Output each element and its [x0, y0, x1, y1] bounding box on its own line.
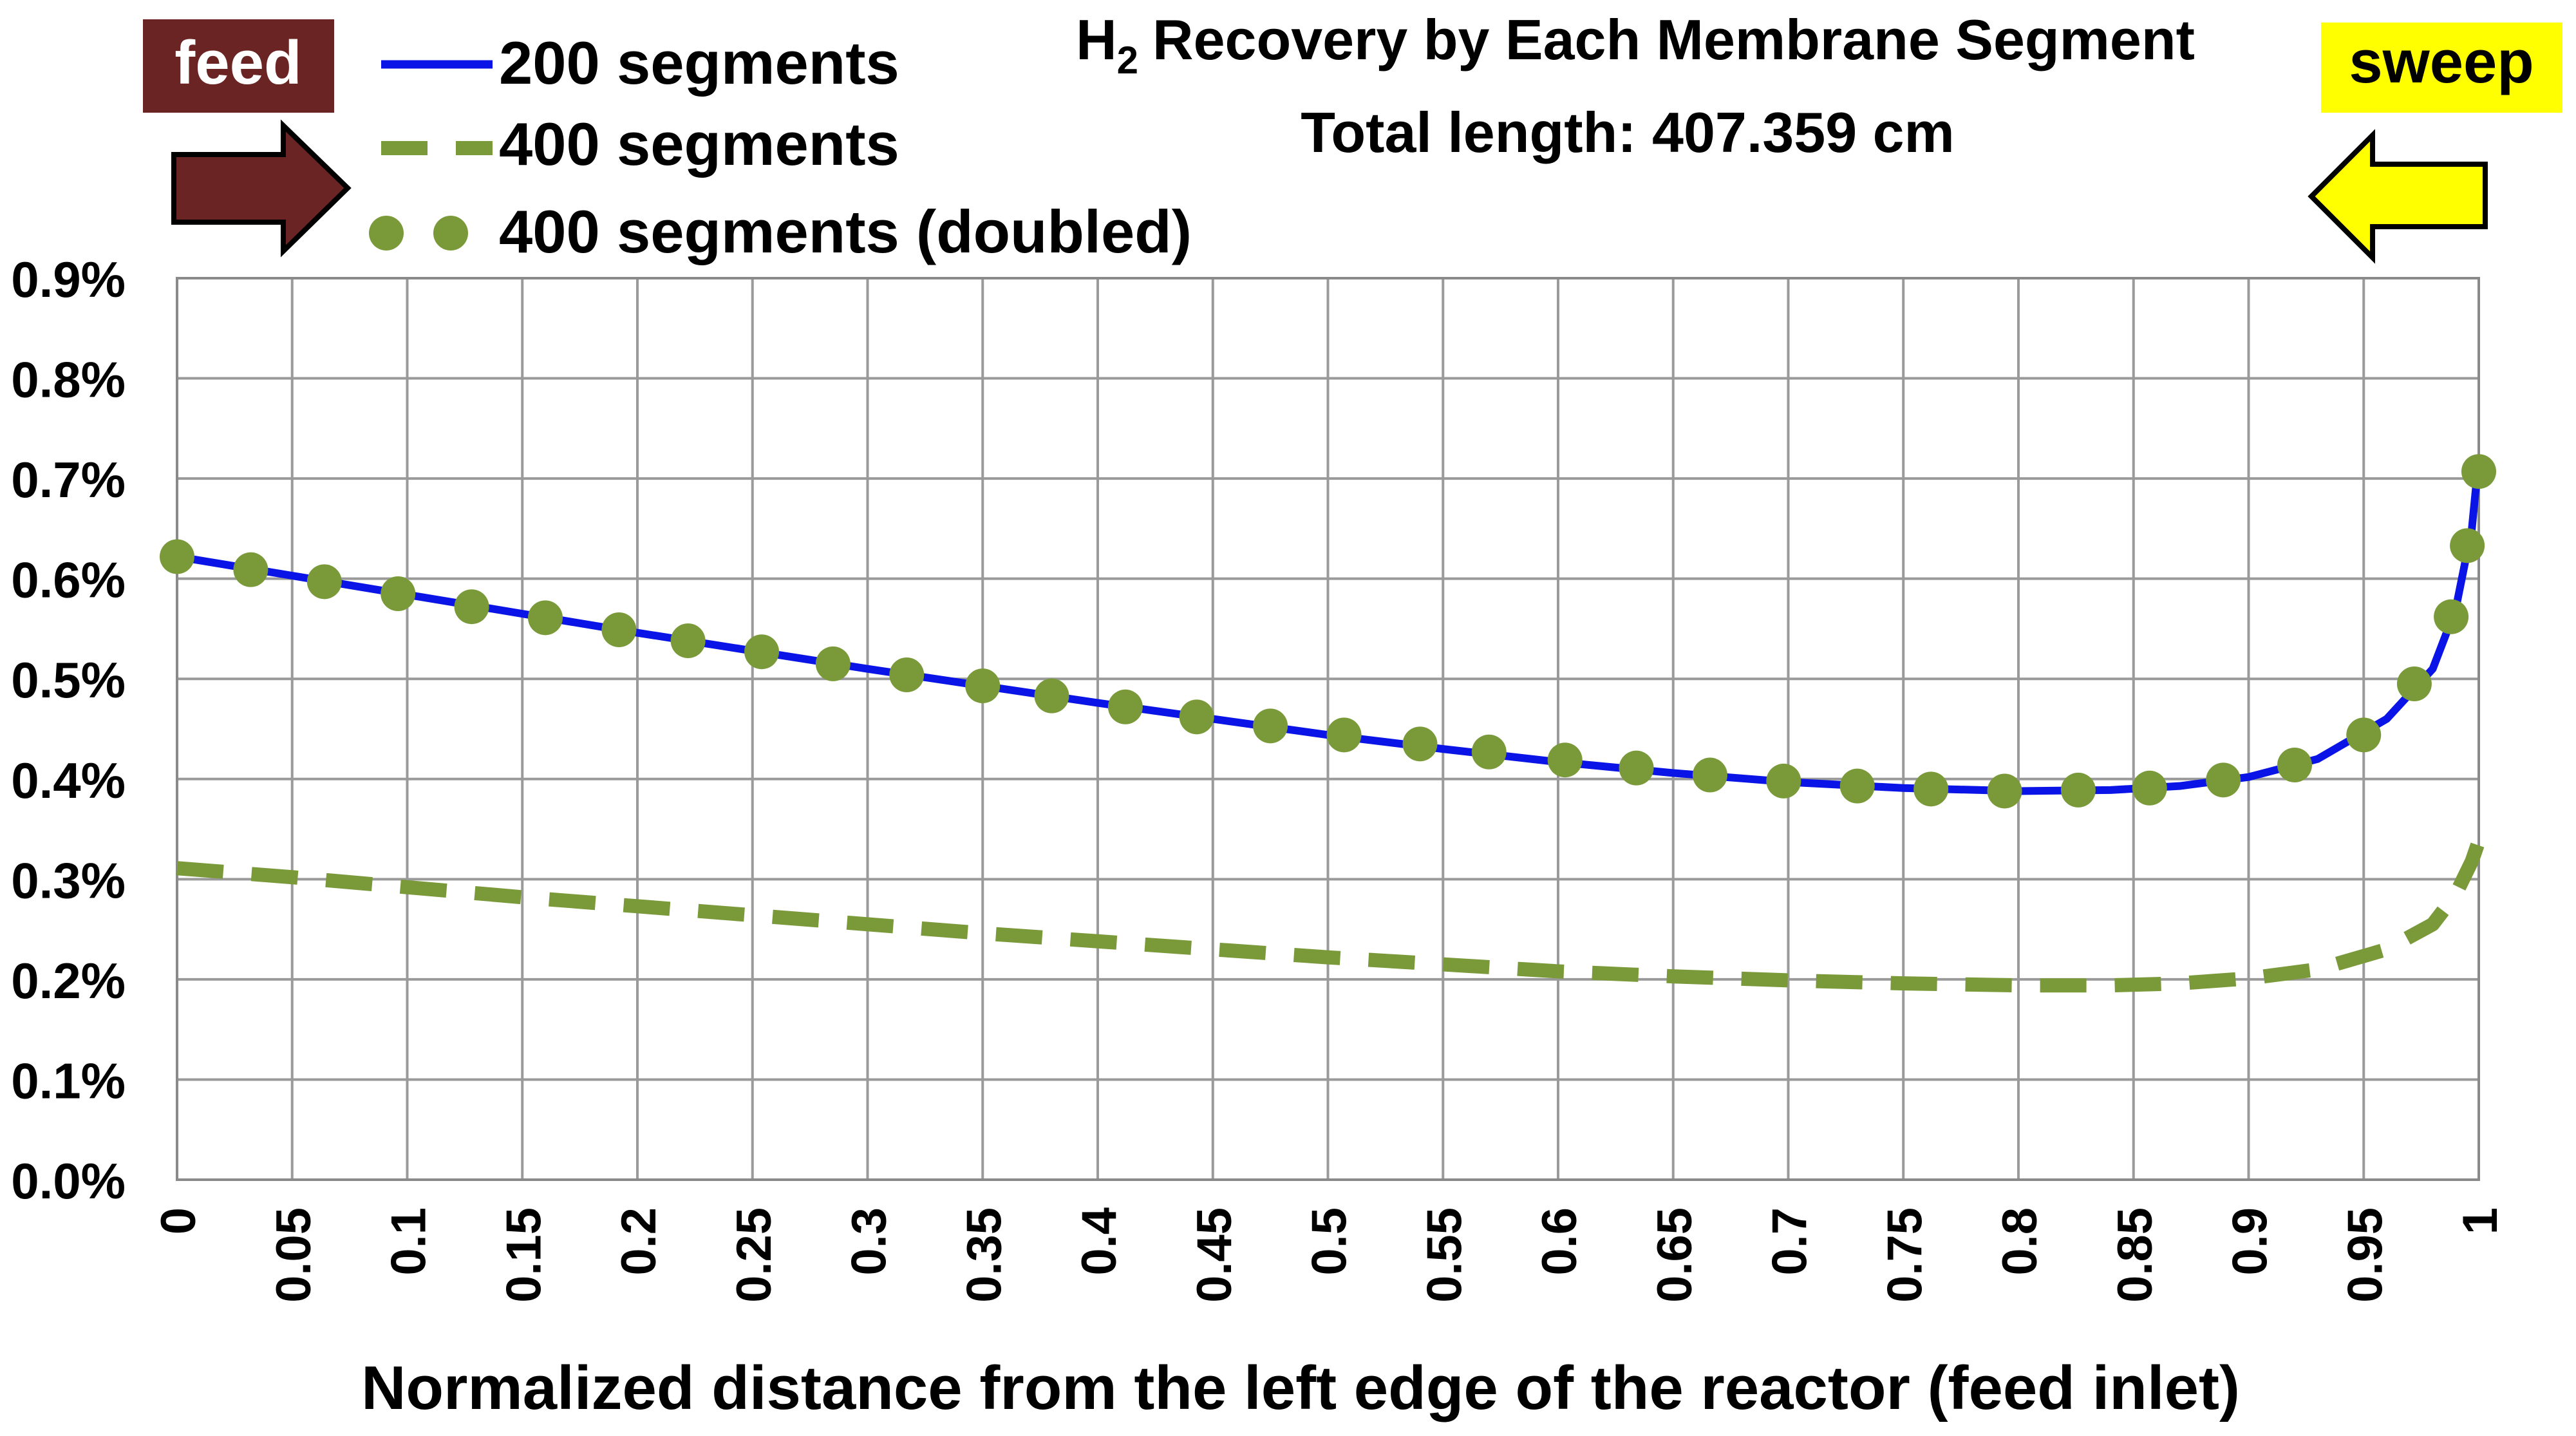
series-400-doubled-point — [889, 657, 925, 692]
series-400-doubled-point — [601, 612, 637, 647]
sweep-label: sweep — [2349, 28, 2534, 95]
series-400-doubled-point — [1987, 773, 2022, 809]
series-400-doubled-point — [744, 634, 780, 670]
series-400-doubled-point — [454, 589, 489, 625]
legend-label-400-segments-doubled: 400 segments (doubled) — [499, 198, 1192, 265]
y-tick-label: 0.2% — [11, 952, 126, 1009]
x-tick-label: 0.5 — [1302, 1207, 1357, 1276]
series-400-segments-line — [176, 838, 2486, 993]
series-400-doubled-point — [2206, 762, 2241, 798]
y-tick-label: 0.4% — [11, 752, 126, 809]
series-400-doubled-point — [1253, 708, 1288, 744]
x-tick-label: 0.7 — [1763, 1207, 1818, 1276]
series-400-doubled-point — [1034, 678, 1069, 713]
chart-title: H2 Recovery by Each Membrane Segment — [1076, 8, 2195, 82]
series-400-doubled-point — [528, 600, 563, 636]
x-tick-label: 0.65 — [1648, 1207, 1702, 1303]
y-tick-label: 0.3% — [11, 852, 126, 909]
series-400-doubled-point — [306, 564, 342, 600]
x-tick-label: 1 — [2453, 1207, 2508, 1234]
series-400-doubled-point — [233, 552, 268, 587]
series-400-doubled-point — [1547, 742, 1583, 778]
y-tick-label: 0.7% — [11, 451, 126, 508]
series-400-doubled-point — [965, 668, 1001, 704]
x-tick-label: 0.25 — [727, 1207, 782, 1303]
feed-label-box — [143, 19, 334, 113]
series-400-doubled-point — [2434, 599, 2469, 634]
series-400-doubled-point — [160, 539, 194, 574]
series-400-doubled-point — [670, 623, 706, 659]
legend-swatch-dot-1 — [369, 216, 404, 250]
y-axis-ticks: 0.0% 0.1% 0.2% 0.3% 0.4% 0.5% 0.6% 0.7% 0.8% 0.9% — [11, 251, 126, 1209]
series-400-doubled-point — [381, 576, 416, 611]
x-tick-label: 0.15 — [496, 1207, 551, 1303]
series-400-doubled-point — [1471, 734, 1507, 770]
y-tick-label: 0.9% — [11, 251, 126, 308]
chart-subtitle: Total length: 407.359 cm — [1301, 100, 1955, 164]
series-400-doubled-point — [815, 646, 851, 681]
sweep-annotation: sweep — [2308, 23, 2562, 264]
x-tick-label: 0.95 — [2338, 1207, 2393, 1303]
series-400-doubled-point — [2132, 770, 2167, 806]
series-400-doubled-point — [1402, 726, 1438, 762]
series-group — [160, 454, 2496, 993]
x-tick-label: 0.75 — [1877, 1207, 1932, 1303]
series-400-doubled-point — [1179, 699, 1214, 735]
y-tick-label: 0.8% — [11, 352, 126, 408]
feed-annotation: feed — [143, 19, 352, 258]
sweep-label-box — [2321, 23, 2562, 113]
series-400-doubled-point — [1766, 763, 1801, 798]
legend-label-200-segments: 200 segments — [499, 29, 899, 97]
x-axis-label: Normalized distance from the left edge o… — [361, 1354, 2240, 1422]
x-tick-label: 0 — [151, 1207, 206, 1234]
series-400-doubled-point — [2346, 717, 2382, 753]
sweep-arrow — [2308, 129, 2488, 264]
y-tick-label: 0.1% — [11, 1052, 126, 1109]
x-tick-label: 0.3 — [842, 1207, 897, 1276]
x-tick-label: 0.45 — [1187, 1207, 1242, 1303]
x-tick-label: 0.55 — [1417, 1207, 1472, 1303]
legend-label-400-segments: 400 segments — [499, 110, 899, 178]
series-400-doubled-point — [2277, 748, 2312, 782]
series-400-doubled-point — [1913, 771, 1949, 807]
series-400-doubled-point — [1107, 689, 1143, 724]
y-tick-label: 0.0% — [11, 1153, 126, 1209]
plot-area — [176, 277, 2480, 1181]
x-tick-label: 0.8 — [1993, 1207, 2047, 1276]
series-400-doubled-point — [1692, 757, 1727, 793]
x-tick-label: 0.35 — [957, 1207, 1011, 1303]
series-400-doubled-point — [2060, 772, 2096, 808]
x-tick-label: 0.9 — [2223, 1207, 2278, 1276]
x-tick-label: 0.05 — [267, 1207, 321, 1303]
series-400-doubled-point — [2450, 528, 2485, 563]
series-400-doubled-point — [2461, 454, 2496, 489]
legend-swatch-dot-2 — [433, 216, 468, 250]
series-400-doubled-point — [2396, 666, 2432, 701]
x-tick-label: 0.1 — [382, 1207, 437, 1276]
series-400-doubled-point — [1619, 750, 1654, 786]
x-tick-label: 0.2 — [612, 1207, 666, 1276]
x-axis-ticks: 0 0.05 0.1 0.15 0.2 0.25 0.3 0.35 0.4 0.45 0.5 0.55… — [151, 1207, 2508, 1303]
feed-arrow — [171, 119, 352, 258]
x-tick-label: 0.6 — [1532, 1207, 1587, 1276]
y-tick-label: 0.5% — [11, 652, 126, 708]
legend: 200 segments 400 segments 400 segments (… — [369, 29, 1192, 265]
x-tick-label: 0.85 — [2108, 1207, 2163, 1303]
series-400-doubled-point — [1839, 768, 1875, 804]
series-400-doubled-point — [1326, 717, 1362, 753]
title-subscript: 2 — [1117, 39, 1138, 82]
x-tick-label: 0.4 — [1072, 1207, 1127, 1276]
y-tick-label: 0.6% — [11, 552, 126, 609]
feed-label: feed — [174, 28, 301, 97]
title-main: Recovery by Each Membrane Segment — [1152, 8, 2195, 71]
title-prefix: H — [1076, 8, 1117, 71]
